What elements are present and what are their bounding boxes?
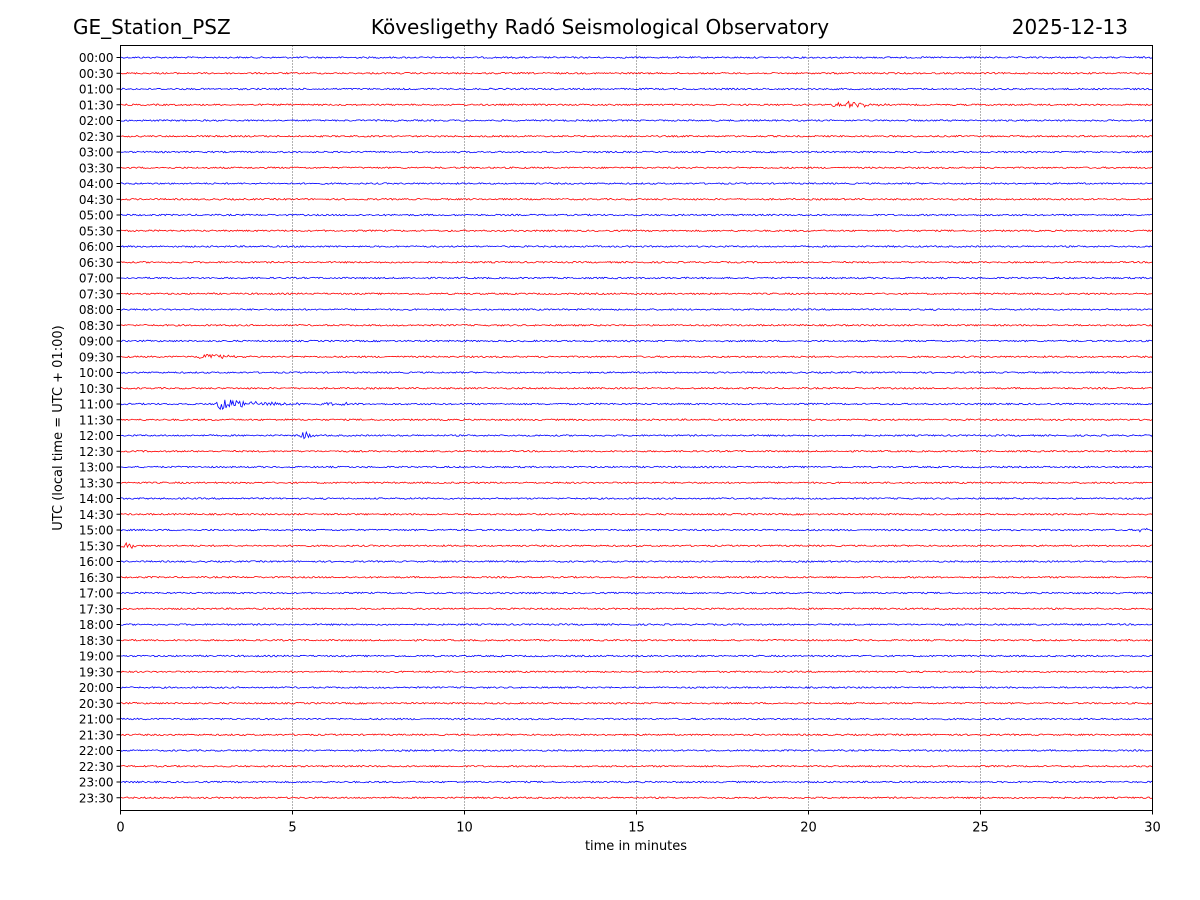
trace-2300 <box>120 780 1153 784</box>
trace-0330 <box>120 166 1153 170</box>
x-tick-label: 10 <box>456 821 473 836</box>
trace-0530 <box>120 229 1153 233</box>
y-tick-label: 23:00 <box>79 776 114 790</box>
y-tick-label: 10:00 <box>79 366 114 380</box>
y-tick-label: 06:00 <box>79 240 114 254</box>
y-tick-label: 16:30 <box>79 571 114 585</box>
y-tick-label: 20:30 <box>79 697 114 711</box>
trace-1930 <box>120 670 1153 674</box>
y-tick-label: 15:00 <box>79 524 114 538</box>
chart-title: Kövesligethy Radó Seismological Observat… <box>370 15 830 39</box>
trace-1530 <box>120 541 1153 550</box>
y-tick-label: 13:30 <box>79 476 114 490</box>
trace-1630 <box>120 575 1153 579</box>
y-tick-label: 06:30 <box>79 256 114 270</box>
y-tick-label: 05:00 <box>79 209 114 223</box>
y-tick-label: 18:30 <box>79 634 114 648</box>
y-tick-label: 21:00 <box>79 713 114 727</box>
y-tick-label: 11:30 <box>79 413 114 427</box>
trace-1330 <box>120 481 1153 485</box>
y-tick-label: 18:00 <box>79 618 114 632</box>
y-tick-label: 08:00 <box>79 303 114 317</box>
y-tick-label: 12:00 <box>79 429 114 443</box>
y-tick-label: 08:30 <box>79 319 114 333</box>
y-tick-label: 00:00 <box>79 51 114 65</box>
y-tick-label: 04:30 <box>79 193 114 207</box>
y-tick-label: 22:30 <box>79 760 114 774</box>
y-tick-label: 13:00 <box>79 461 114 475</box>
y-tick-label: 03:00 <box>79 146 114 160</box>
x-tick-label: 15 <box>628 821 645 836</box>
y-tick-label: 16:00 <box>79 555 114 569</box>
y-tick-label: 14:00 <box>79 492 114 506</box>
y-tick-label: 20:00 <box>79 681 114 695</box>
station-title: GE_Station_PSZ <box>73 15 231 39</box>
trace-1730 <box>120 607 1153 611</box>
y-tick-label: 07:30 <box>79 287 114 301</box>
trace-2100 <box>120 717 1153 721</box>
y-tick-label: 09:00 <box>79 335 114 349</box>
traces-group <box>120 56 1153 800</box>
x-tick-label: 20 <box>800 821 817 836</box>
y-tick-label: 09:30 <box>79 350 114 364</box>
x-axis-label: time in minutes <box>585 839 687 854</box>
y-axis-label: UTC (local time = UTC + 01:00) <box>51 325 66 530</box>
y-tick-label: 19:00 <box>79 650 114 664</box>
y-tick-label: 04:00 <box>79 177 114 191</box>
trace-2330 <box>120 796 1153 800</box>
y-tick-label: 10:30 <box>79 382 114 396</box>
y-tick-label: 22:00 <box>79 744 114 758</box>
trace-1130 <box>120 418 1153 422</box>
x-tick-label: 25 <box>972 821 989 836</box>
date-title: 2025-12-13 <box>1011 15 1128 39</box>
y-tick-label: 11:00 <box>79 398 114 412</box>
y-tick-label: 12:30 <box>79 445 114 459</box>
gridlines-group <box>292 45 981 811</box>
y-tick-label: 03:30 <box>79 161 114 175</box>
y-tick-label: 02:30 <box>79 130 114 144</box>
x-tick-label: 30 <box>1144 821 1161 836</box>
y-tick-label: 17:30 <box>79 602 114 616</box>
trace-0500 <box>120 213 1153 217</box>
trace-2130 <box>120 733 1153 737</box>
y-tick-label: 17:00 <box>79 587 114 601</box>
y-tick-label: 01:00 <box>79 83 114 97</box>
x-axis: 0 5 10 15 20 25 30 <box>116 810 1161 836</box>
x-tick-label: 0 <box>116 821 124 836</box>
x-tick-label: 5 <box>288 821 296 836</box>
y-tick-label: 21:30 <box>79 728 114 742</box>
y-tick-label: 07:00 <box>79 272 114 286</box>
y-tick-label: 00:30 <box>79 67 114 81</box>
trace-0130 <box>120 100 1153 109</box>
trace-1100 <box>120 399 1153 411</box>
y-tick-label: 02:00 <box>79 114 114 128</box>
y-tick-label: 23:30 <box>79 791 114 805</box>
y-tick-label: 15:30 <box>79 539 114 553</box>
trace-0930 <box>120 353 1153 359</box>
y-tick-label: 01:30 <box>79 98 114 112</box>
trace-0730 <box>120 292 1153 296</box>
y-tick-label: 14:30 <box>79 508 114 522</box>
y-tick-label: 05:30 <box>79 224 114 238</box>
y-tick-label: 19:30 <box>79 665 114 679</box>
